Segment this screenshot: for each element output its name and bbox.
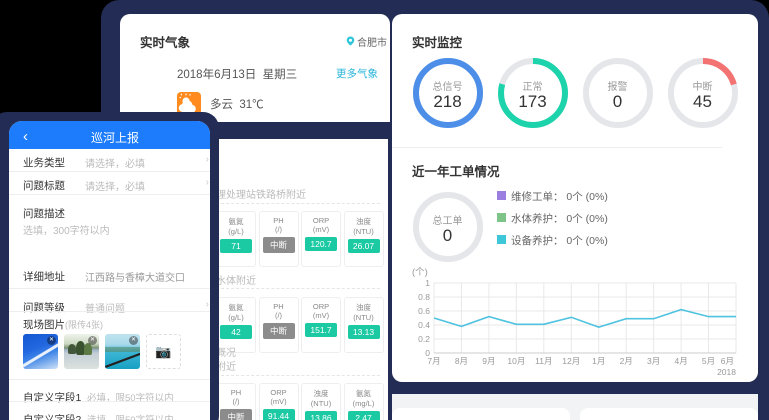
svg-text:9月: 9月 — [482, 356, 495, 366]
svg-text:4月: 4月 — [674, 356, 687, 366]
svg-text:0.4: 0.4 — [418, 320, 430, 330]
svg-text:0.8: 0.8 — [418, 292, 430, 302]
svg-text:2月: 2月 — [620, 356, 633, 366]
svg-text:0.6: 0.6 — [418, 306, 430, 316]
svg-text:0.2: 0.2 — [418, 334, 430, 344]
svg-text:3月: 3月 — [647, 356, 660, 366]
svg-text:6月: 6月 — [721, 356, 734, 366]
svg-text:1月: 1月 — [592, 356, 605, 366]
svg-text:5月: 5月 — [702, 356, 715, 366]
svg-text:1: 1 — [425, 279, 430, 288]
svg-text:2018: 2018 — [717, 367, 736, 377]
svg-text:11月: 11月 — [535, 356, 552, 366]
svg-text:7月: 7月 — [427, 356, 440, 366]
svg-text:10月: 10月 — [507, 356, 525, 366]
svg-text:8月: 8月 — [455, 356, 468, 366]
svg-text:12月: 12月 — [562, 356, 580, 366]
